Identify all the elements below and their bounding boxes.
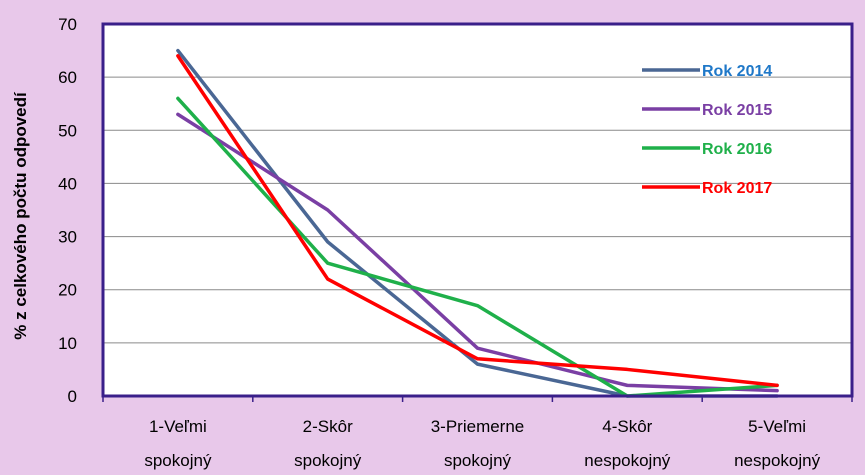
- legend-label: Rok 2016: [702, 141, 772, 158]
- x-category-label: 2-Skôr: [303, 417, 353, 436]
- y-tick-label: 0: [68, 387, 77, 406]
- y-tick-label: 10: [58, 334, 77, 353]
- x-category-label: nespokojný: [584, 451, 671, 470]
- y-tick-label: 70: [58, 15, 77, 34]
- x-category-label: spokojný: [294, 451, 362, 470]
- legend: Rok 2014 Rok 2015 Rok 2016 Rok 2017: [642, 63, 772, 197]
- x-category-label: 4-Skôr: [602, 417, 652, 436]
- series-line: [176, 112, 779, 393]
- x-category-label: 3-Priemerne: [431, 417, 525, 436]
- x-category-label: spokojný: [144, 451, 212, 470]
- legend-label: Rok 2014: [702, 63, 772, 80]
- x-category-label: 1-Veľmi: [149, 417, 207, 436]
- y-tick-label: 50: [58, 121, 77, 140]
- x-category-labels: 1-Veľmi spokojný 2-Skôr spokojný 3-Priemerne…: [144, 417, 820, 470]
- series-line: [176, 54, 779, 388]
- series-line: [176, 96, 779, 398]
- y-tick-label: 20: [58, 281, 77, 300]
- x-category-label: nespokojný: [734, 451, 821, 470]
- y-tick-label: 60: [58, 68, 77, 87]
- y-tick-label: 40: [58, 174, 77, 193]
- legend-label: Rok 2017: [702, 180, 772, 197]
- y-tick-labels: 0 10 20 30 40 50 60 70: [58, 15, 77, 406]
- y-axis-label: % z celkového počtu odpovedí: [11, 91, 30, 340]
- plot-background: [103, 24, 852, 396]
- x-category-label: 5-Veľmi: [748, 417, 806, 436]
- x-category-label: spokojný: [444, 451, 512, 470]
- legend-label: Rok 2015: [702, 102, 772, 119]
- y-tick-label: 30: [58, 228, 77, 247]
- plot-frame: [101, 22, 854, 398]
